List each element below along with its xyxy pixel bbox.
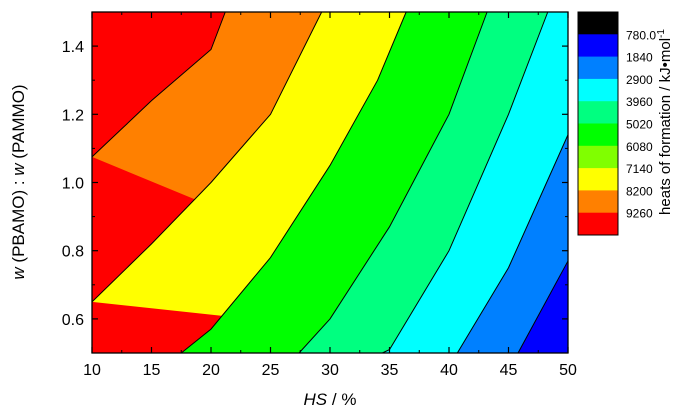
colorbar-title: heats of formation / kJ•mol-1 [656, 29, 674, 215]
colorbar-swatch [578, 56, 618, 80]
x-tick-label: 35 [381, 362, 399, 379]
contour-line [382, 11, 549, 354]
contour-line [91, 11, 226, 158]
contour-line [456, 134, 569, 354]
colorbar-frame [577, 11, 619, 236]
colorbar-level-label: 1840 [626, 51, 653, 65]
y-tick-label: 1.2 [62, 107, 84, 124]
colorbar-level-label: 780.0 [626, 28, 656, 42]
colorbar-level-label: 3960 [626, 95, 653, 109]
colorbar-swatch [578, 12, 618, 35]
y-axis-label-end: (PAMMO) [9, 84, 28, 163]
x-axis-ticks: 10 15 20 25 30 35 40 45 50 [83, 12, 577, 379]
colorbar-level-label: 9260 [626, 207, 653, 221]
colorbar-level-label: 5020 [626, 118, 653, 132]
x-tick-label: 45 [500, 362, 518, 379]
contour-line [517, 260, 569, 354]
x-tick-label: 50 [559, 362, 577, 379]
colorbar-title-text: heats of formation / kJ•mol [657, 38, 674, 215]
contour-band [457, 134, 568, 353]
colorbar-swatch [578, 212, 618, 236]
colorbar-swatch [578, 145, 618, 169]
x-axis-label: HS / % [304, 390, 357, 409]
colorbar-title-superscript: -1 [656, 29, 667, 38]
y-axis-label-mid: (PBAMO) : [9, 176, 28, 268]
y-tick-label: 0.6 [62, 312, 84, 329]
y-tick-label: 1.0 [62, 176, 84, 193]
colorbar-swatch [578, 190, 618, 214]
contour-line [180, 11, 407, 354]
x-tick-label: 10 [83, 362, 101, 379]
x-tick-label: 40 [440, 362, 458, 379]
x-axis-label-unit: / % [327, 390, 356, 409]
x-tick-label: 20 [202, 362, 220, 379]
colorbar-level-label: 7140 [626, 162, 653, 176]
x-tick-label: 30 [321, 362, 339, 379]
contour-lines [91, 11, 569, 354]
colorbar-swatch [578, 78, 618, 102]
colorbar-swatch [578, 34, 618, 58]
y-axis-ticks: 0.6 0.8 1.0 1.2 1.4 [62, 11, 568, 354]
x-tick-label: 15 [143, 362, 161, 379]
colorbar: 780.0 1840 2900 3960 5020 6080 7140 8200 9260 [577, 11, 656, 236]
colorbar-level-label: 6080 [626, 140, 653, 154]
colorbar-swatch [578, 168, 618, 191]
contour-line [298, 11, 488, 354]
contour-line [91, 11, 323, 303]
x-axis-label-italic: HS [304, 390, 328, 409]
colorbar-level-label: 8200 [626, 184, 653, 198]
colorbar-level-label: 2900 [626, 73, 653, 87]
colorbar-swatch [578, 101, 618, 124]
y-tick-label: 1.4 [62, 39, 84, 56]
y-axis-label-italic-1: w [9, 266, 28, 280]
colorbar-swatch [578, 123, 618, 147]
y-axis-label-italic-2: w [9, 162, 28, 176]
y-axis-label: w (PBAMO) : w (PAMMO) [9, 84, 28, 279]
x-tick-label: 25 [262, 362, 280, 379]
y-tick-label: 0.8 [62, 244, 84, 261]
contour-fills [92, 12, 568, 353]
